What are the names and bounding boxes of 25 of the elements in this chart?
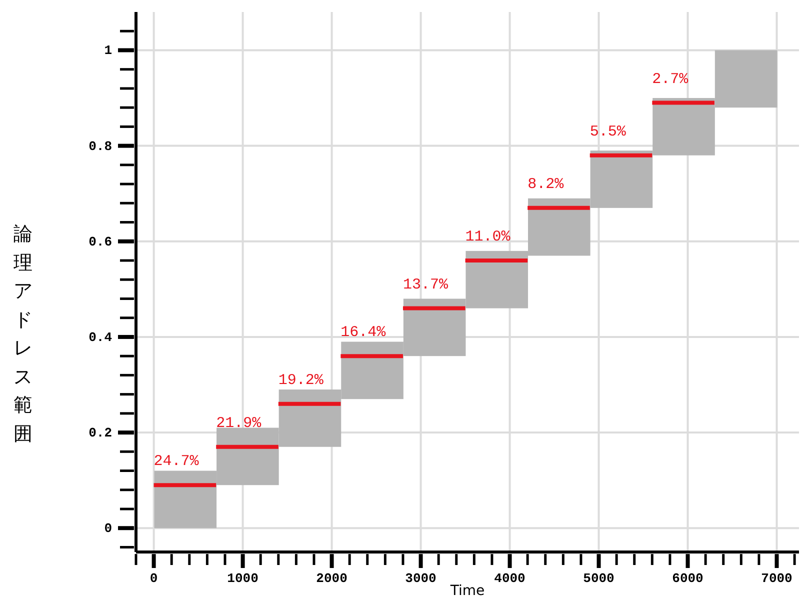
y-tick-label: 0.8: [88, 138, 112, 154]
annotation: 21.9%: [216, 414, 262, 432]
annotation: 16.4%: [340, 324, 387, 342]
x-tick-label: 5000: [583, 571, 615, 586]
x-axis-title: Time: [449, 583, 485, 597]
y-tick-label: 0.4: [88, 330, 112, 345]
annotation: 19.2%: [278, 372, 324, 389]
annotation: 24.7%: [154, 453, 200, 470]
x-tick-label: 7000: [761, 571, 793, 586]
annotation: 8.2%: [528, 176, 565, 193]
x-tick-label: 6000: [672, 571, 704, 586]
annotation: 5.5%: [590, 123, 627, 140]
y-tick-label: 1: [104, 43, 112, 58]
annotation: 13.7%: [402, 276, 449, 294]
x-tick-label: 2000: [316, 571, 348, 586]
y-axis-title: 論理アドレス範囲: [12, 222, 34, 446]
x-tick-label: 0: [150, 571, 158, 586]
x-tick-label: 3000: [405, 571, 437, 586]
y-tick-label: 0.2: [88, 426, 112, 441]
annotation: 11.0%: [465, 228, 512, 246]
x-tick-label: 1000: [227, 571, 259, 586]
y-tick-label: 0.6: [88, 234, 112, 250]
y-tick-label: 0: [104, 521, 112, 536]
annotation: 2.7%: [652, 70, 690, 88]
x-tick-label: 4000: [494, 571, 526, 586]
